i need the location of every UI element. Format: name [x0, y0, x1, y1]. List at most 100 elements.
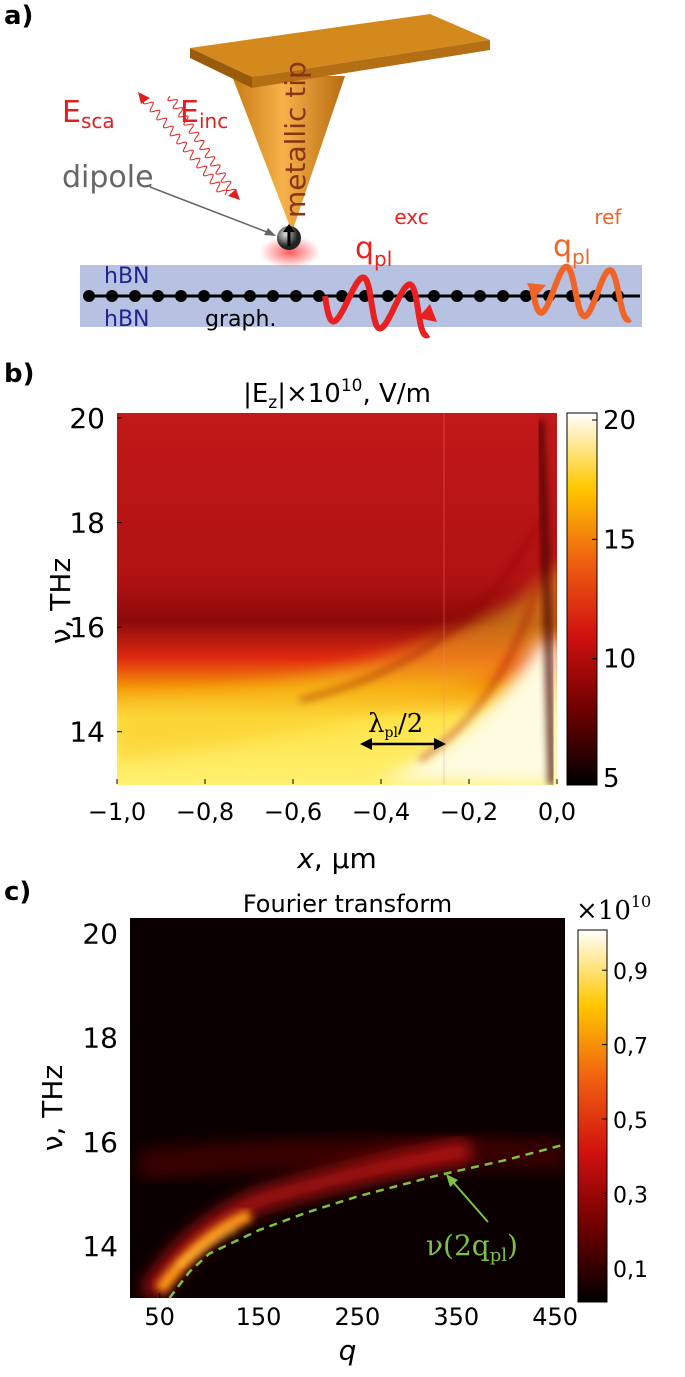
title-part: z: [268, 393, 277, 413]
q-sup: exc: [394, 205, 428, 229]
wavelength-annotation: λpl/2: [368, 709, 423, 741]
q-main: q: [553, 229, 572, 264]
panel-label: a): [4, 1, 33, 31]
q-ref-label: qplref: [553, 205, 622, 269]
x-tick-label: −0,2: [440, 798, 498, 826]
atom: [497, 290, 509, 302]
e-sca-sub: sca: [81, 109, 115, 133]
x-axis-label: x, μm: [296, 842, 376, 875]
atom: [451, 290, 463, 302]
annotation-arrow: [452, 1181, 489, 1223]
chart-title: Fourier transform: [243, 890, 452, 918]
x-tick-label: 350: [433, 1303, 479, 1331]
multiplier-base: ×10: [576, 896, 631, 926]
colorbar-tick-label: 0,1: [613, 1258, 648, 1283]
e-inc-label: Einc: [180, 95, 228, 133]
q-exc-wave: [322, 274, 431, 339]
colorbar: [566, 412, 598, 786]
atom: [129, 290, 141, 302]
x-axis-var: x: [296, 842, 314, 875]
multiplier-exp: 10: [631, 892, 651, 911]
atom: [267, 290, 279, 302]
pointer-head: [264, 228, 276, 236]
plot: [168, 1143, 566, 1299]
graphene-label: graph.: [205, 307, 276, 332]
y-axis-label: ν, THz: [36, 1065, 69, 1151]
colorbar-tick-label: 20: [603, 406, 636, 436]
glow: [260, 236, 320, 268]
atom: [428, 290, 440, 302]
y-axis-label: ν, THz: [44, 558, 77, 644]
title-part: , V/m: [363, 379, 431, 409]
q-exc-head: [418, 304, 437, 322]
x-tick-label: −0,4: [352, 798, 410, 826]
colorbar-tick-label: 5: [603, 764, 620, 794]
q-sub: pl: [572, 245, 590, 269]
x-tick-label: 0,0: [538, 798, 576, 826]
colorbar-multiplier: ×1010: [576, 892, 651, 926]
hbn-label: hBN: [104, 264, 150, 289]
e-inc-wave: [167, 95, 237, 195]
atom: [336, 290, 348, 302]
x-axis-var: q: [339, 1334, 357, 1367]
atom: [83, 290, 95, 302]
tip-label: metallic tip: [279, 61, 312, 218]
y-tick-label: 14: [82, 1230, 118, 1263]
dipole-label: dipole: [62, 160, 154, 195]
atom: [520, 290, 532, 302]
q-ref-head: [527, 283, 546, 299]
x-axis-label: q: [339, 1334, 357, 1367]
annotation-arrowhead: [434, 738, 446, 750]
pointer: [149, 186, 273, 235]
e-inc-sub: inc: [199, 109, 228, 133]
x-tick-label: 150: [236, 1303, 282, 1331]
cantilever-front: [252, 40, 490, 88]
x-tick-label: 250: [334, 1303, 380, 1331]
colorbar: [577, 929, 608, 1303]
dipole-arrowhead: [283, 224, 295, 232]
annotation-part: ): [507, 1229, 518, 1262]
annotation-part: ν(2q: [426, 1229, 490, 1262]
heatmap: [130, 918, 565, 1298]
x-tick-label: −0,8: [176, 798, 234, 826]
atom: [244, 290, 256, 302]
tip-cone: [232, 76, 345, 232]
colorbar-tick-label: 0,7: [613, 1035, 648, 1060]
diagram: [80, 14, 642, 339]
x-tick-label: 450: [532, 1303, 578, 1331]
atom: [313, 290, 325, 302]
x-tick-label: −0,6: [264, 798, 322, 826]
curve-annotation: ν(2qpl): [426, 1229, 518, 1266]
chart-title: |Ez|×1010, V/m: [243, 376, 431, 413]
e-sca-head: [138, 92, 150, 104]
atom: [474, 290, 486, 302]
colorbar-tick-label: 10: [603, 645, 636, 675]
x-tick-label: 50: [144, 1303, 175, 1331]
atom: [106, 290, 118, 302]
q-sup: ref: [594, 205, 622, 229]
curve: [168, 1143, 566, 1299]
y-tick-label: 18: [82, 1022, 118, 1055]
annotation-part: λ: [368, 709, 384, 739]
colorbar-tick-label: 0,9: [613, 960, 648, 985]
y-tick-label: 20: [82, 918, 118, 951]
atom: [152, 290, 164, 302]
annotation-arrowhead: [360, 738, 372, 750]
cantilever-side: [190, 48, 252, 88]
y-tick-label: 16: [82, 1126, 118, 1159]
annotation-arrowhead: [446, 1174, 458, 1187]
cantilever: [190, 14, 490, 77]
y-tick-label: 20: [69, 402, 105, 435]
x-tick-label: −1,0: [88, 798, 146, 826]
title-part: 10: [341, 376, 363, 396]
atom: [175, 290, 187, 302]
title-part: |×10: [277, 379, 341, 409]
e-inc-main: E: [180, 95, 199, 130]
x-axis-unit: , μm: [314, 842, 377, 875]
colorbar-tick-label: 15: [603, 525, 636, 555]
e-sca-wave: [142, 98, 228, 196]
annotation-part: /2: [398, 709, 423, 739]
atom: [290, 290, 302, 302]
atom: [198, 290, 210, 302]
